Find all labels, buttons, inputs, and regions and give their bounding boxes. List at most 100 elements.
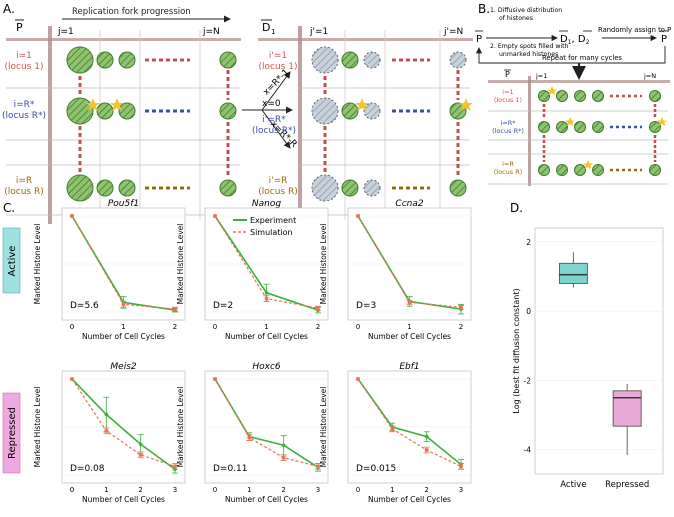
b-grid bbox=[488, 76, 670, 186]
b-p-right: P bbox=[661, 34, 667, 45]
b-repeat-loop bbox=[475, 46, 666, 64]
x-tick-label: 0 bbox=[70, 323, 74, 331]
y-tick-label: 2 bbox=[526, 238, 531, 247]
star-icon bbox=[355, 98, 369, 111]
locus-r-name: (locus R) bbox=[4, 187, 44, 197]
b-locus-rstar-id: i=R* bbox=[500, 119, 516, 127]
b-p-left: P bbox=[476, 34, 482, 45]
left-locus-labels: i=1 (locus 1) i=R* (locus R*) i=R (locus… bbox=[2, 51, 46, 197]
box-y-axis-label: Log (best fit diffusion constant) bbox=[512, 288, 521, 413]
p-bar-label: P bbox=[16, 21, 23, 34]
chart-title: Ebf1 bbox=[399, 362, 419, 372]
data-point bbox=[424, 434, 429, 439]
data-point bbox=[264, 296, 269, 301]
data-point bbox=[459, 464, 463, 469]
data-point bbox=[390, 427, 395, 431]
category-label-active: Active bbox=[560, 480, 586, 490]
panel-d: D. -4 -2 0 2 Log (best fit diffusion constan… bbox=[510, 201, 664, 490]
b-step2-line2: unmarked histones bbox=[499, 51, 558, 58]
y-tick-label: -4 bbox=[524, 446, 532, 455]
x-tick-label: 0 bbox=[356, 486, 360, 494]
star-icon bbox=[547, 86, 557, 95]
diffusion-annotation: D=3 bbox=[356, 301, 376, 311]
data-point bbox=[281, 455, 286, 460]
locus-1-name: (locus 1) bbox=[5, 62, 44, 72]
d1-bar-label: D bbox=[262, 21, 270, 34]
b-step2-line1: 2. Empty spots filled with bbox=[490, 43, 569, 50]
d1-subscript: 1 bbox=[271, 28, 275, 36]
x-tick-label: 1 bbox=[121, 323, 125, 331]
diffusion-annotation: D=5.6 bbox=[70, 301, 99, 311]
category-label-repressed: Repressed bbox=[605, 480, 649, 490]
x-axis-label: Number of Cell Cycles bbox=[225, 495, 308, 504]
chart-title: Hoxc6 bbox=[252, 362, 281, 372]
branch-arrows bbox=[242, 71, 293, 149]
panel-label-b: B. bbox=[478, 2, 490, 16]
data-point bbox=[173, 464, 177, 469]
right-nucleosomes bbox=[311, 46, 473, 202]
right-locus-labels: i'=1 (locus 1) i'=R* (locus R*) i'=R (lo… bbox=[252, 51, 298, 197]
x-tick-label: 1 bbox=[407, 323, 411, 331]
locus-r-id: i=R bbox=[16, 176, 32, 186]
series-line-simulation bbox=[214, 378, 319, 467]
locus-1-prime-id: i'=1 bbox=[269, 51, 287, 61]
series-line-experiment bbox=[71, 378, 176, 470]
locus-rstar-name: (locus R*) bbox=[2, 111, 46, 121]
j-first-prime-label: j'=1 bbox=[309, 27, 328, 37]
left-nucleosomes bbox=[66, 46, 237, 202]
data-point bbox=[70, 214, 74, 218]
star-icon bbox=[565, 117, 575, 126]
fork-label: Replication fork progression bbox=[72, 7, 191, 17]
line-chart-hoxc6: Hoxc6 0 1 2 3 Number of Cell Cycles Marked His… bbox=[176, 362, 329, 504]
x-tick-label: 3 bbox=[316, 486, 320, 494]
b-repeat: Repeat for many cycles bbox=[542, 54, 622, 62]
line-chart-nanog: Nanog 0 1 2 Number of Cell Cycles Marked Hist… bbox=[176, 199, 329, 341]
repressed-row-label: Repressed bbox=[7, 407, 18, 459]
x-tick-label: 1 bbox=[264, 323, 268, 331]
star-icon bbox=[86, 98, 100, 111]
x-tick-label: 1 bbox=[104, 486, 108, 494]
b-step1-line2: of histones bbox=[499, 15, 533, 22]
panel-label-d: D. bbox=[510, 201, 523, 215]
chart-title: Nanog bbox=[252, 199, 281, 209]
b-locus-1-id: i=1 bbox=[502, 88, 513, 96]
data-point bbox=[70, 377, 74, 381]
locus-r-prime-id: i'=R bbox=[269, 176, 288, 186]
chart-title: Ccna2 bbox=[395, 199, 423, 209]
x-axis-label: Number of Cell Cycles bbox=[82, 332, 165, 341]
star-icon bbox=[583, 160, 593, 169]
x-tick-label: 2 bbox=[316, 323, 320, 331]
x-axis-label: Number of Cell Cycles bbox=[368, 495, 451, 504]
data-point bbox=[213, 377, 217, 381]
data-point bbox=[264, 291, 269, 295]
box-active bbox=[558, 262, 588, 284]
data-point bbox=[173, 307, 177, 311]
b-step1-line1: 1. Diffusive distribution bbox=[490, 7, 562, 14]
series-line-simulation bbox=[71, 378, 176, 467]
j-last-prime-label: j'=N bbox=[443, 27, 463, 37]
y-axis-label: Marked Histone Level bbox=[176, 387, 185, 468]
data-point bbox=[316, 306, 320, 310]
box-plot-frame bbox=[534, 227, 664, 475]
b-assign: Randomly assign to P bbox=[598, 26, 671, 34]
data-point bbox=[459, 305, 463, 309]
arrow-label-2: x=0 bbox=[262, 99, 281, 109]
x-tick-label: 3 bbox=[459, 486, 463, 494]
panel-a: A. Replication fork progression P j=1 j=… bbox=[2, 2, 473, 224]
legend-label-simulation: Simulation bbox=[250, 228, 293, 237]
legend: Experiment Simulation bbox=[233, 216, 296, 237]
data-point bbox=[104, 429, 109, 433]
y-axis-label: Marked Histone Level bbox=[176, 224, 185, 305]
b-nucleosomes bbox=[538, 86, 667, 176]
x-tick-label: 0 bbox=[356, 323, 360, 331]
data-point bbox=[281, 443, 286, 448]
x-tick-label: 2 bbox=[281, 486, 285, 494]
star-icon bbox=[657, 117, 667, 126]
x-tick-label: 0 bbox=[213, 323, 217, 331]
b-d-pair: D1, D2 bbox=[560, 34, 590, 46]
locus-rstar-prime-id: i'=R* bbox=[262, 115, 286, 125]
panel-b: B. P 1. Diffusive distribution of histon… bbox=[475, 2, 671, 186]
chart-title: Meis2 bbox=[110, 362, 136, 372]
